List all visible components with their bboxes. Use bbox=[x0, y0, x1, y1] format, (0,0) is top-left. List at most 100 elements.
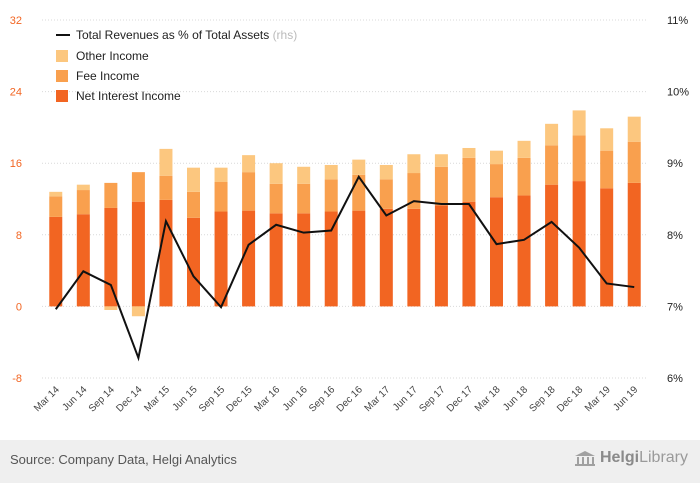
x-tick-label: Sep 16 bbox=[307, 384, 337, 414]
x-tick-label: Sep 15 bbox=[197, 384, 227, 414]
x-tick-label: Dec 17 bbox=[445, 384, 475, 414]
legend-swatch bbox=[56, 70, 68, 82]
bar-other-income bbox=[517, 140, 531, 158]
bar-fee-income bbox=[462, 157, 476, 202]
bar-other-income bbox=[297, 166, 311, 184]
footer: Source: Company Data, Helgi Analytics He… bbox=[0, 440, 700, 483]
bar-fee-income bbox=[269, 183, 283, 214]
bar-other-income bbox=[572, 110, 586, 136]
bar-fee-income bbox=[627, 141, 641, 183]
bar-net-interest-income bbox=[379, 208, 393, 307]
bar-fee-income bbox=[434, 166, 448, 206]
y-right-tick-label: 6% bbox=[667, 373, 683, 385]
bar-fee-income bbox=[297, 183, 311, 214]
bar-net-interest-income bbox=[214, 211, 228, 307]
bar-net-interest-income bbox=[490, 197, 503, 307]
bar-net-interest-income bbox=[572, 181, 586, 307]
bar-fee-income bbox=[242, 172, 256, 211]
bar-net-interest-income bbox=[131, 201, 145, 307]
legend-swatch bbox=[56, 90, 68, 102]
x-tick-label: Jun 15 bbox=[171, 384, 200, 413]
bar-other-income bbox=[434, 154, 448, 167]
x-tick-label: Mar 14 bbox=[32, 384, 62, 414]
bar-other-income bbox=[76, 184, 90, 191]
bar-net-interest-income bbox=[434, 205, 448, 307]
bar-net-interest-income bbox=[297, 213, 311, 307]
bar-other-income bbox=[462, 147, 476, 158]
x-tick-label: Mar 19 bbox=[583, 384, 613, 414]
bar-net-interest-income bbox=[49, 216, 63, 307]
x-tick-label: Jun 14 bbox=[60, 384, 89, 413]
bar-net-interest-income bbox=[627, 182, 641, 307]
bar-other-income bbox=[545, 123, 559, 146]
y-left-tick-label: 16 bbox=[10, 158, 22, 170]
x-tick-label: Dec 14 bbox=[114, 384, 144, 414]
helgi-library-logo[interactable]: Helgi Library bbox=[574, 449, 688, 467]
y-right-tick-label: 8% bbox=[667, 230, 683, 242]
bar-other-income bbox=[159, 148, 173, 176]
x-tick-label: Sep 18 bbox=[528, 384, 558, 414]
bar-net-interest-income bbox=[159, 199, 173, 307]
bar-fee-income bbox=[572, 135, 586, 182]
bar-net-interest-income bbox=[517, 195, 531, 307]
x-tick-label: Dec 15 bbox=[225, 384, 255, 414]
bar-other-income bbox=[49, 191, 63, 197]
y-right-tick-label: 10% bbox=[667, 87, 689, 99]
bar-fee-income bbox=[517, 157, 531, 196]
legend-label: Fee Income bbox=[76, 69, 140, 83]
bar-fee-income bbox=[600, 150, 614, 189]
bar-net-interest-income bbox=[76, 214, 90, 307]
bar-net-interest-income bbox=[269, 213, 283, 307]
bar-fee-income bbox=[324, 179, 338, 212]
bar-net-interest-income bbox=[104, 207, 118, 307]
bar-net-interest-income bbox=[324, 211, 338, 307]
bar-fee-income bbox=[131, 172, 145, 202]
line-total-revenues-pct-assets bbox=[54, 174, 635, 362]
library-building-icon bbox=[574, 451, 595, 466]
logo-text-library: Library bbox=[639, 449, 688, 466]
bar-fee-income bbox=[159, 175, 173, 200]
y-left-tick-label: -8 bbox=[12, 373, 22, 385]
bar-fee-income bbox=[49, 196, 63, 217]
bar-other-income bbox=[600, 128, 614, 151]
x-tick-label: Jun 16 bbox=[281, 384, 310, 413]
x-tick-label: Jun 17 bbox=[391, 384, 420, 413]
bar-other-income bbox=[379, 164, 393, 180]
bar-fee-income bbox=[214, 181, 228, 212]
bar-fee-income bbox=[407, 173, 421, 209]
bar-fee-income bbox=[379, 179, 393, 209]
y-left-tick-label: 0 bbox=[16, 301, 22, 313]
legend-swatch bbox=[56, 50, 68, 62]
legend-label: Net Interest Income bbox=[76, 89, 181, 103]
bar-other-income bbox=[269, 163, 283, 184]
y-right-tick-label: 7% bbox=[667, 301, 683, 313]
x-tick-label: Mar 17 bbox=[363, 384, 393, 414]
x-tick-label: Mar 18 bbox=[473, 384, 503, 414]
bar-net-interest-income bbox=[545, 184, 559, 307]
x-tick-label: Sep 17 bbox=[417, 384, 447, 414]
legend-label: Other Income bbox=[76, 49, 149, 63]
y-left-tick-label: 8 bbox=[16, 230, 22, 242]
x-tick-label: Mar 15 bbox=[142, 384, 172, 414]
bar-other-income bbox=[214, 167, 228, 182]
x-tick-label: Jun 18 bbox=[501, 384, 530, 413]
bar-fee-income bbox=[545, 145, 559, 185]
bar-other-income bbox=[490, 150, 503, 165]
bar-net-interest-income bbox=[242, 210, 256, 307]
bar-fee-income bbox=[490, 164, 503, 198]
x-tick-label: Jun 19 bbox=[611, 384, 640, 413]
bar-fee-income bbox=[104, 182, 118, 208]
bar-net-interest-income bbox=[187, 217, 200, 307]
bar-other-income bbox=[407, 154, 421, 174]
bar-net-interest-income bbox=[600, 188, 614, 307]
bar-fee-income bbox=[76, 190, 90, 215]
x-tick-label: Mar 16 bbox=[252, 384, 282, 414]
legend-label-line: Total Revenues as % of Total Assets (rhs… bbox=[76, 28, 297, 42]
bar-other-income bbox=[352, 159, 366, 175]
bar-other-income bbox=[187, 167, 200, 192]
bar-fee-income bbox=[187, 191, 200, 218]
y-left-tick-label: 32 bbox=[10, 15, 22, 27]
bar-other-income bbox=[627, 116, 641, 142]
x-tick-label: Dec 16 bbox=[335, 384, 365, 414]
